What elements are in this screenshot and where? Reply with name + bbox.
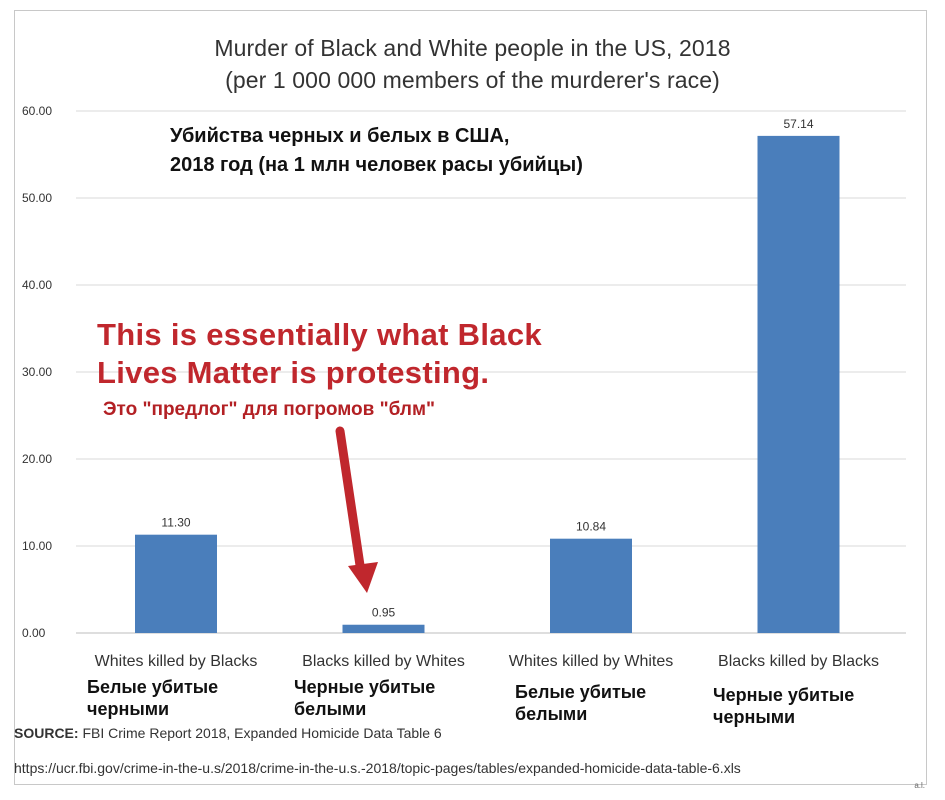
y-tick-label: 10.00 (22, 539, 52, 553)
category-ru-line: белыми (294, 699, 367, 719)
bar (550, 538, 632, 633)
category-ru-label: Белые убитые черными (87, 676, 218, 720)
annotation-arrow-head (348, 562, 378, 593)
x-tick-label: Blacks killed by Whites (302, 653, 465, 670)
signature: a.l. (914, 781, 925, 790)
russian-title-line: 2018 год (на 1 млн человек расы убийцы) (170, 154, 583, 176)
category-ru-label: Черные убитые черными (713, 684, 854, 728)
chart-frame (14, 10, 927, 785)
x-tick-label: Whites killed by Whites (509, 653, 674, 670)
category-ru-line: Белые убитые (87, 677, 219, 697)
y-tick-label: 30.00 (22, 365, 52, 379)
category-ru-line: черными (87, 699, 170, 719)
category-ru-label: Белые убитые белыми (515, 681, 646, 725)
category-ru-label: Черные убитые белыми (294, 676, 435, 720)
x-tick-label: Whites killed by Blacks (95, 653, 258, 670)
category-ru-line: черными (713, 707, 796, 727)
annotation-line: This is essentially what Black (97, 317, 542, 352)
bar-value-label: 0.95 (372, 606, 396, 620)
x-tick-label: Blacks killed by Blacks (718, 653, 879, 670)
bar (342, 624, 425, 633)
category-ru-line: белыми (515, 704, 588, 724)
source-url: https://ucr.fbi.gov/crime-in-the-u.s/201… (14, 760, 741, 776)
chart-title: Murder of Black and White people in the … (214, 35, 731, 61)
category-ru-line: Черные убитые (294, 677, 436, 697)
category-ru-line: Белые убитые (515, 682, 647, 702)
bar (135, 534, 217, 633)
russian-title-overlay: Убийства черных и белых в США, 2018 год … (170, 122, 583, 180)
y-tick-label: 0.00 (22, 626, 46, 640)
source-label: SOURCE: (14, 725, 79, 741)
annotation-russian: Это "предлог" для погромов "блм" (103, 399, 436, 420)
russian-title-line: Убийства черных и белых в США, (170, 125, 510, 147)
source-text: FBI Crime Report 2018, Expanded Homicide… (78, 725, 442, 741)
y-tick-label: 50.00 (22, 191, 52, 205)
chart-subtitle: (per 1 000 000 members of the murderer's… (225, 67, 720, 93)
annotation-line: Lives Matter is protesting. (97, 355, 490, 390)
blm-annotation: This is essentially what Black Lives Mat… (97, 316, 542, 392)
y-tick-label: 60.00 (22, 104, 52, 118)
bar (757, 135, 840, 633)
bar-value-label: 11.30 (161, 516, 190, 530)
bar-value-label: 10.84 (576, 520, 606, 534)
y-tick-label: 40.00 (22, 278, 52, 292)
source-note: SOURCE: FBI Crime Report 2018, Expanded … (14, 725, 442, 741)
bar-value-label: 57.14 (783, 117, 813, 131)
y-tick-label: 20.00 (22, 452, 52, 466)
category-ru-line: Черные убитые (713, 685, 855, 705)
annotation-arrow-shaft (335, 426, 366, 577)
